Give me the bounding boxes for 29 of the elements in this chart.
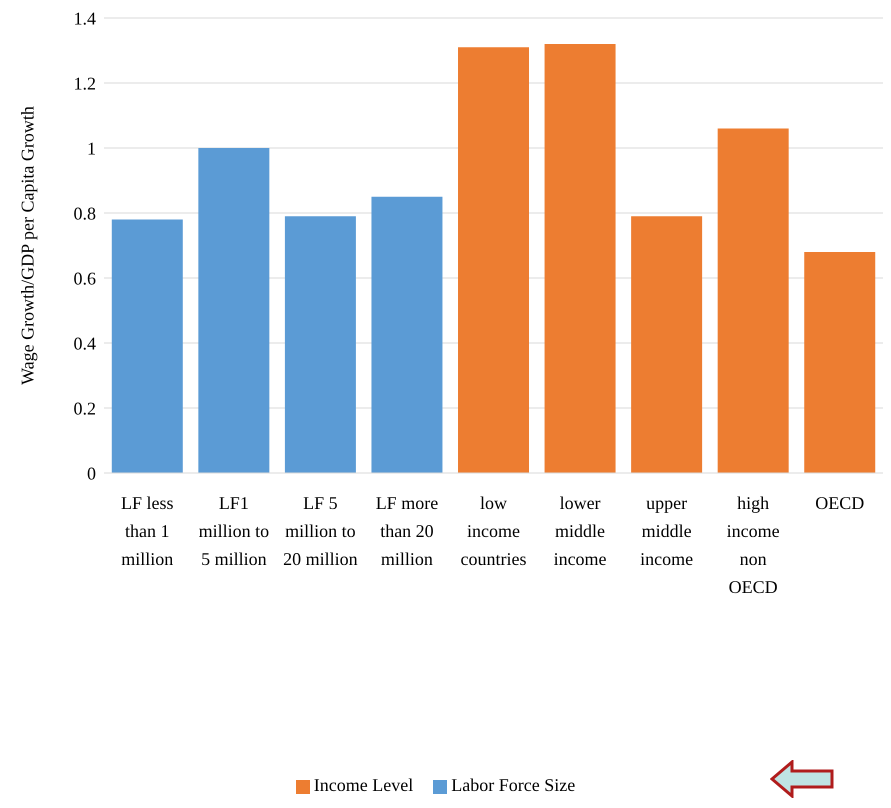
y-tick-label: 1.4 [74, 8, 96, 28]
bar [198, 148, 270, 473]
bar [458, 47, 530, 473]
x-tick-label: LF 5 million to 20 million [283, 493, 358, 569]
bar [718, 128, 789, 473]
legend-label: Income Level [314, 775, 414, 795]
y-axis-title: Wage Growth/GDP per Capita Growth [17, 106, 38, 385]
x-tick-label: LF less than 1 million [121, 493, 174, 569]
y-tick-label: 1 [87, 138, 96, 158]
y-tick-label: 0.6 [74, 268, 96, 288]
y-tick-label: 0.4 [74, 333, 96, 354]
y-tick-label: 0 [87, 463, 96, 484]
bar [804, 252, 876, 473]
x-tick-label: OECD [815, 493, 864, 513]
bar [112, 220, 183, 473]
x-tick-label: LF more than 20 million [376, 493, 438, 569]
x-tick-label: low income countries [460, 493, 526, 569]
bar [631, 216, 702, 473]
x-tick-label: lower middle income [554, 493, 607, 569]
y-tick-label: 0.2 [74, 398, 96, 418]
y-tick-label: 0.8 [74, 203, 96, 224]
x-tick-label: LF1 million to 5 million [198, 493, 270, 569]
x-tick-label: high income non OECD [726, 493, 780, 597]
legend-label: Labor Force Size [451, 775, 576, 795]
bar [371, 196, 442, 473]
y-tick-label: 1.2 [74, 73, 96, 94]
bar [284, 216, 356, 473]
bar [544, 44, 616, 473]
x-tick-label: upper middle income [640, 493, 694, 569]
